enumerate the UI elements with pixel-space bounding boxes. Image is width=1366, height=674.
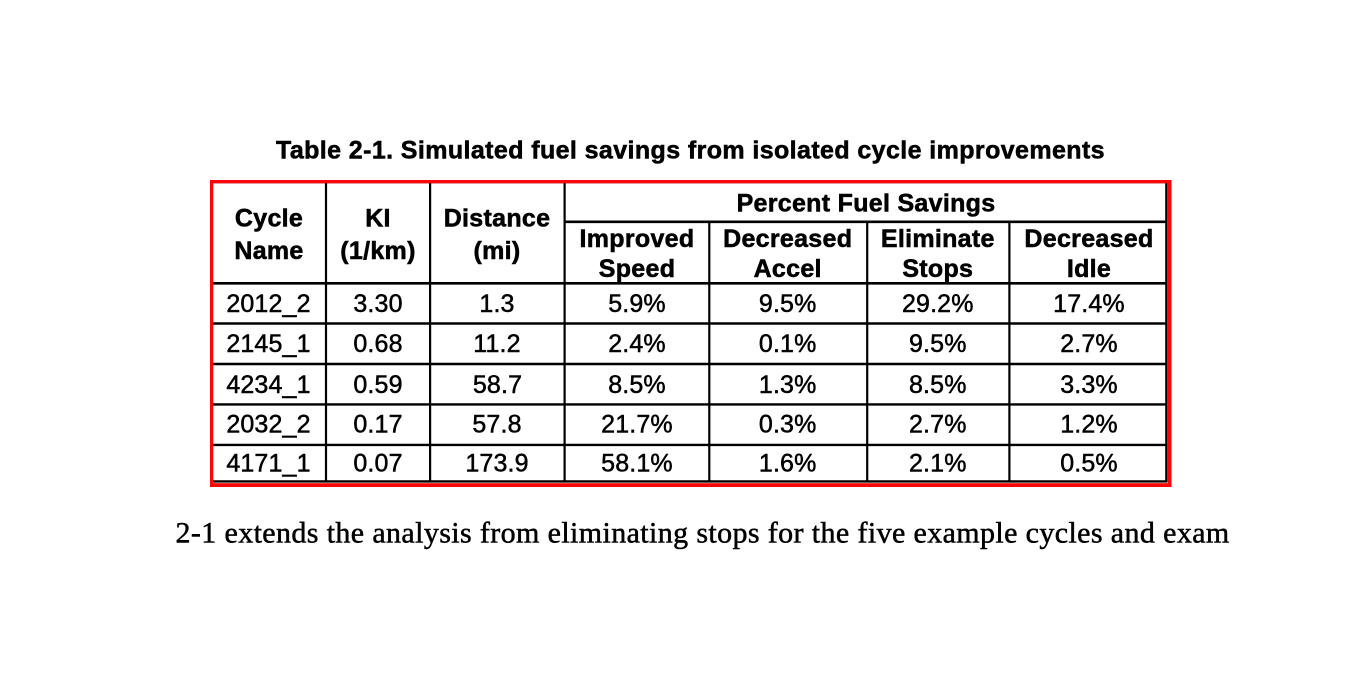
svg-text:0.68: 0.68 [353, 330, 402, 358]
svg-text:Eliminate: Eliminate [881, 225, 995, 253]
svg-text:Stops: Stops [902, 255, 973, 283]
svg-text:4234_1: 4234_1 [226, 371, 310, 399]
svg-text:57.8: 57.8 [472, 410, 521, 438]
svg-text:58.7: 58.7 [473, 371, 522, 399]
svg-text:0.1%: 0.1% [759, 330, 817, 358]
svg-text:17.4%: 17.4% [1053, 290, 1125, 318]
svg-text:0.17: 0.17 [353, 410, 402, 438]
svg-text:21.7%: 21.7% [601, 410, 673, 438]
svg-text:8.5%: 8.5% [909, 371, 967, 399]
svg-text:1.2%: 1.2% [1060, 410, 1118, 438]
svg-text:4171_1: 4171_1 [226, 450, 310, 478]
svg-text:Accel: Accel [754, 255, 822, 283]
svg-text:0.07: 0.07 [353, 450, 402, 478]
svg-text:0.59: 0.59 [353, 371, 402, 399]
svg-text:58.1%: 58.1% [601, 450, 673, 478]
svg-text:0.5%: 0.5% [1060, 450, 1118, 478]
svg-text:Distance: Distance [444, 205, 551, 233]
svg-text:2145_1: 2145_1 [226, 330, 310, 358]
svg-text:1.3%: 1.3% [759, 371, 817, 399]
svg-text:2-1 extends the analysis from: 2-1 extends the analysis from eliminatin… [176, 517, 1230, 550]
svg-text:2.7%: 2.7% [1060, 330, 1118, 358]
svg-text:3.30: 3.30 [353, 290, 402, 318]
svg-text:KI: KI [365, 205, 391, 233]
svg-text:173.9: 173.9 [465, 450, 528, 478]
svg-text:2012_2: 2012_2 [226, 290, 310, 318]
svg-text:0.3%: 0.3% [759, 410, 817, 438]
svg-text:Cycle: Cycle [235, 205, 303, 233]
svg-text:(mi): (mi) [473, 237, 520, 265]
svg-text:8.5%: 8.5% [608, 371, 666, 399]
svg-text:5.9%: 5.9% [608, 290, 666, 318]
svg-text:11.2: 11.2 [473, 330, 520, 358]
svg-text:2032_2: 2032_2 [226, 410, 310, 438]
svg-text:Improved: Improved [580, 225, 695, 253]
svg-text:9.5%: 9.5% [909, 330, 967, 358]
svg-text:(1/km): (1/km) [340, 237, 415, 265]
svg-text:Idle: Idle [1067, 255, 1111, 283]
svg-text:Name: Name [234, 237, 303, 265]
svg-text:Decreased: Decreased [723, 225, 852, 253]
svg-text:Percent Fuel Savings: Percent Fuel Savings [737, 190, 996, 218]
svg-text:Table 2-1. Simulated fuel savi: Table 2-1. Simulated fuel savings from i… [276, 137, 1105, 165]
svg-text:1.3: 1.3 [479, 290, 514, 318]
svg-text:2.1%: 2.1% [909, 450, 967, 478]
svg-text:Decreased: Decreased [1024, 225, 1153, 253]
svg-text:29.2%: 29.2% [902, 290, 974, 318]
svg-text:2.4%: 2.4% [608, 330, 666, 358]
svg-text:Speed: Speed [599, 255, 676, 283]
svg-text:3.3%: 3.3% [1060, 371, 1118, 399]
svg-text:1.6%: 1.6% [759, 450, 817, 478]
svg-text:9.5%: 9.5% [759, 290, 817, 318]
svg-text:2.7%: 2.7% [909, 410, 967, 438]
